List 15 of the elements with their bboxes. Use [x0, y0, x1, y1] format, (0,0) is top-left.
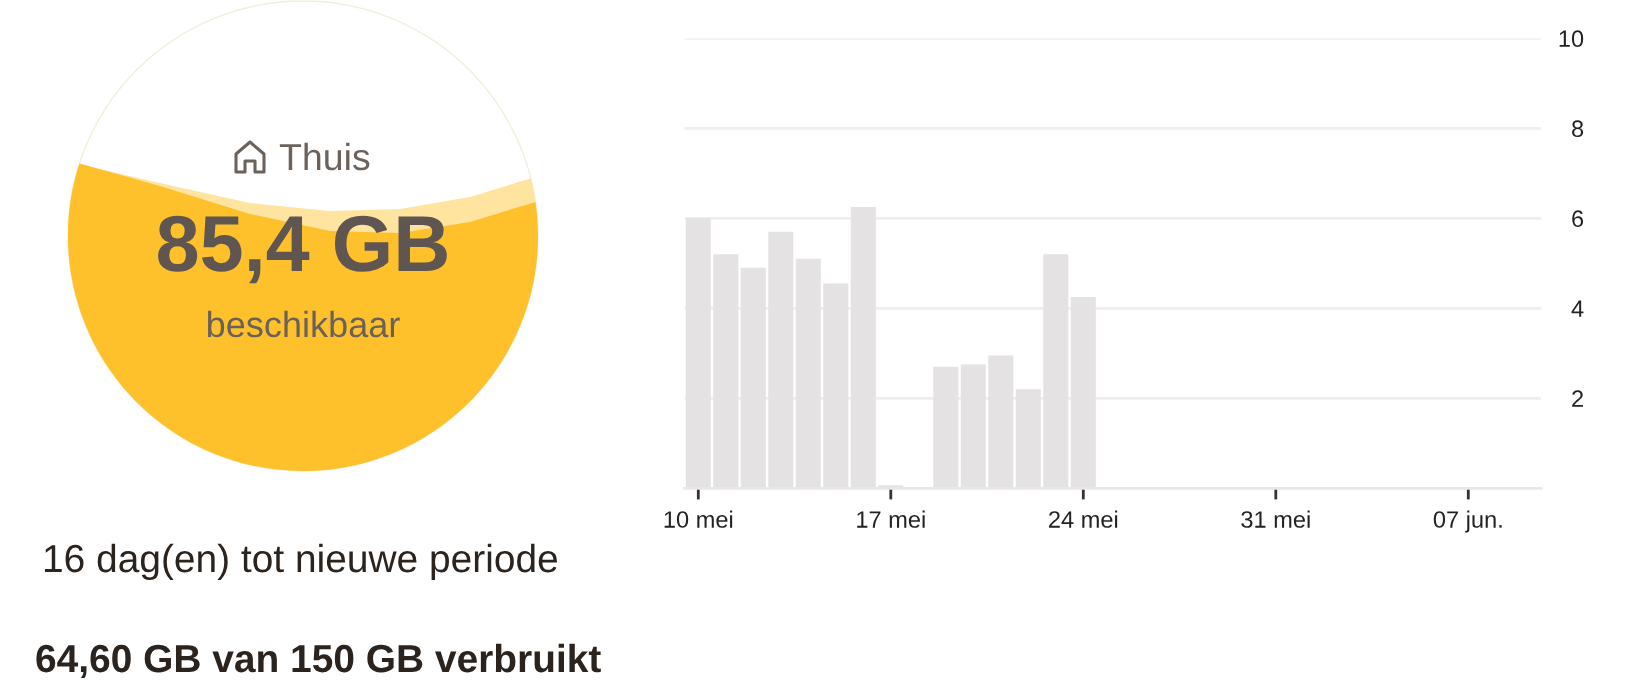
x-tick-label: 07 jun.: [1433, 510, 1502, 533]
text: beschikbaar: [207, 310, 400, 338]
y-tick-label: 8: [1572, 120, 1584, 138]
text: Thuis: [279, 142, 370, 171]
x-tick-label: 10 mei: [664, 510, 733, 528]
text: 85,4 GB: [158, 215, 447, 284]
x-tick-label: 17 mei: [857, 510, 925, 528]
text: 64,60 GB van 150 GB verbruikt: [36, 643, 601, 679]
y-tick-label: 2: [1572, 390, 1583, 407]
x-tick-label: 24 mei: [1049, 510, 1118, 528]
y-tick-label: 4: [1571, 300, 1584, 317]
text: 16 dag(en) tot nieuwe periode: [44, 543, 557, 581]
x-tick-label: 31 mei: [1241, 510, 1310, 528]
y-tick-label: 6: [1572, 210, 1584, 228]
y-tick-label: 10: [1559, 30, 1584, 48]
